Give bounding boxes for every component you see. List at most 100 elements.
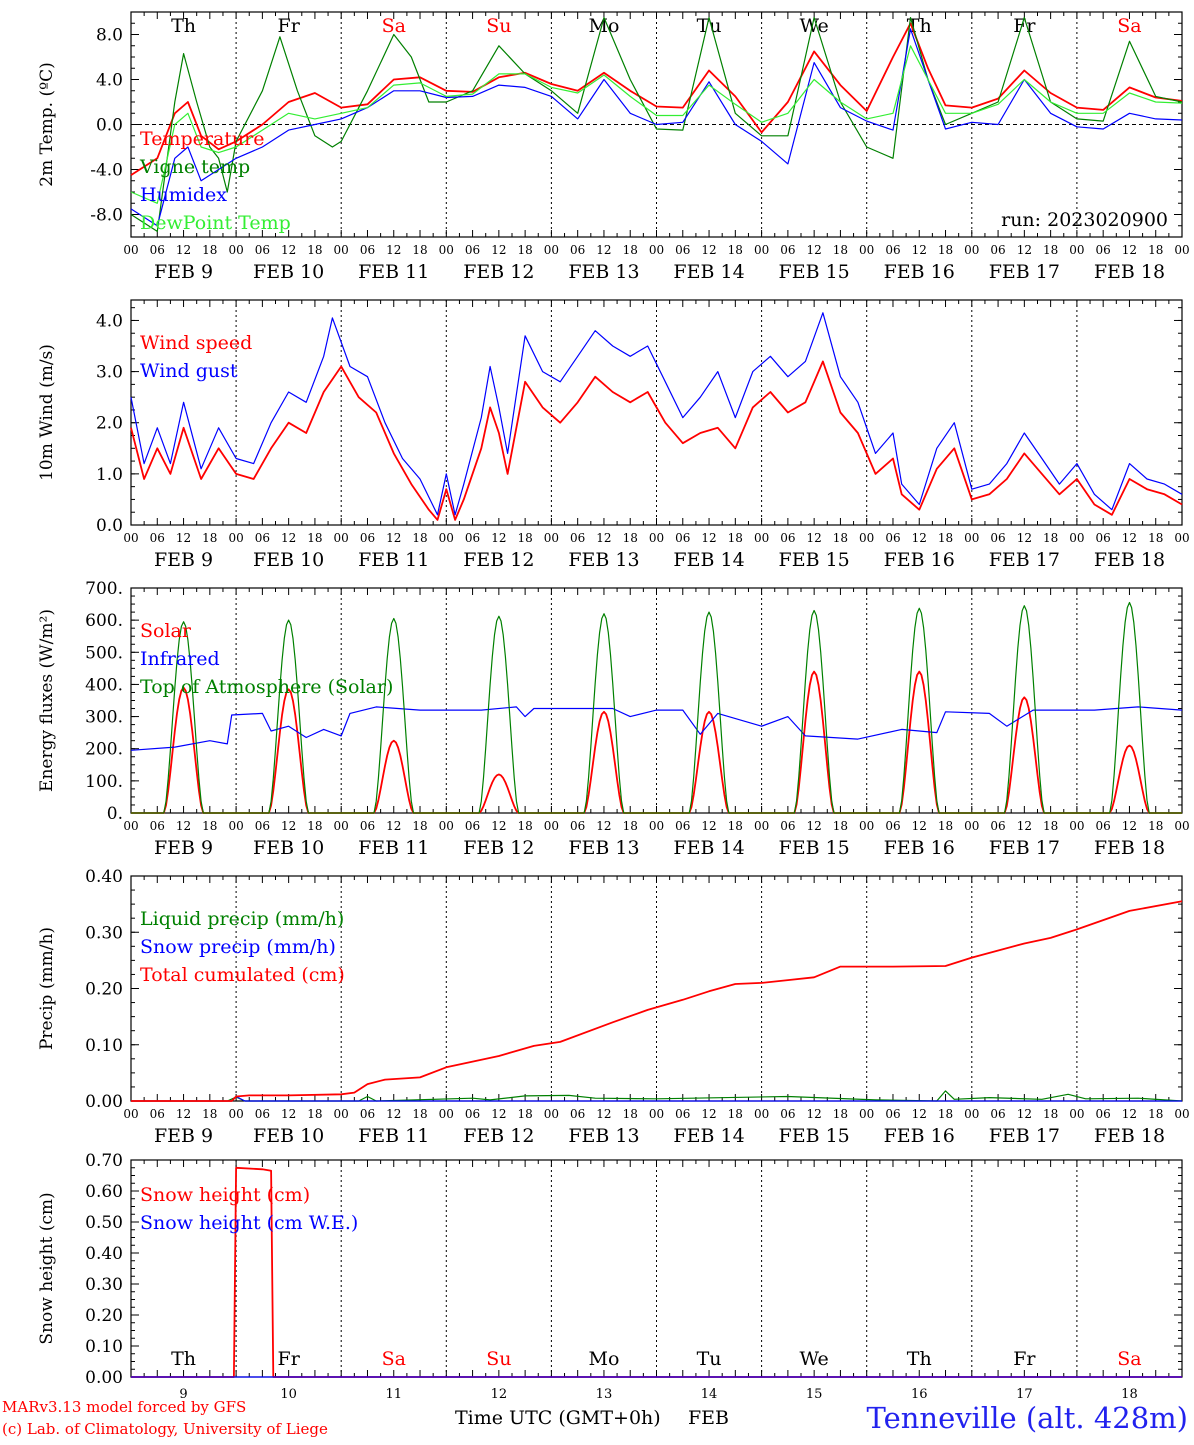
hour-label: 18 [623, 819, 638, 833]
hour-label: 00 [859, 819, 874, 833]
hour-label: 06 [570, 243, 585, 257]
y-tick-label: 600. [85, 611, 123, 631]
hour-label: 00 [964, 1107, 979, 1121]
series-top-of-atmosphere-solar- [131, 601, 1182, 814]
y-tick-label: 0.10 [85, 1337, 123, 1357]
hour-label: 06 [675, 531, 690, 545]
hour-label: 18 [938, 531, 953, 545]
date-label: FEB 13 [568, 261, 639, 283]
hour-label: 00 [544, 819, 559, 833]
date-label: FEB 13 [568, 549, 639, 571]
legend-entry: Snow precip (mm/h) [140, 936, 336, 958]
date-label: FEB 9 [154, 549, 213, 571]
hour-label: 12 [1017, 243, 1032, 257]
bottom-day-number: 15 [806, 1387, 823, 1402]
hour-label: 12 [701, 531, 716, 545]
day-name: Sa [1117, 15, 1141, 37]
y-tick-label: 0.40 [85, 867, 123, 887]
y-axis-label: 2m Temp. (ºC) [37, 62, 57, 187]
hour-label: 06 [465, 531, 480, 545]
series-humidex [130, 28, 1183, 227]
hour-label: 06 [885, 243, 900, 257]
hour-label: 18 [1148, 243, 1163, 257]
hour-label: 12 [176, 819, 191, 833]
hour-label: 18 [202, 819, 217, 833]
hour-label: 00 [859, 1107, 874, 1121]
hour-label: 12 [281, 1107, 296, 1121]
legend-entry: Solar [140, 620, 192, 642]
y-tick-label: 0.0 [96, 516, 123, 536]
hour-label: 06 [885, 819, 900, 833]
series-wind-speed [130, 360, 1183, 521]
hour-label: 18 [1148, 1107, 1163, 1121]
hour-label: 00 [1174, 819, 1189, 833]
hour-label: 00 [859, 243, 874, 257]
hour-label: 00 [754, 819, 769, 833]
hour-label: 06 [885, 531, 900, 545]
y-tick-label: 0.00 [85, 1092, 123, 1112]
hour-label: 18 [1043, 1107, 1058, 1121]
hour-label: 06 [360, 1107, 375, 1121]
hour-label: 12 [807, 1107, 822, 1121]
hour-label: 00 [439, 243, 454, 257]
y-tick-label: 0.00 [85, 1368, 123, 1388]
bottom-day-number: 18 [1121, 1387, 1138, 1402]
bottom-day-number: 13 [596, 1387, 613, 1402]
hour-label: 06 [675, 243, 690, 257]
date-label: FEB 17 [989, 549, 1060, 571]
y-tick-label: 0.40 [85, 1244, 123, 1264]
date-label: FEB 17 [989, 1125, 1060, 1147]
day-name: Sa [382, 1348, 406, 1370]
hour-label: 12 [386, 819, 401, 833]
date-label: FEB 14 [673, 1125, 744, 1147]
hour-label: 12 [1122, 531, 1137, 545]
hour-label: 18 [1043, 243, 1058, 257]
date-label: FEB 15 [779, 837, 850, 859]
day-name: Th [907, 1348, 932, 1370]
hour-label: 06 [885, 1107, 900, 1121]
panel-3: 0. 100. 200. 300. 400. 500. 600. 700. Energy flu… [37, 579, 1190, 859]
hour-label: 00 [964, 243, 979, 257]
hour-label: 12 [176, 1107, 191, 1121]
hour-label: 06 [360, 819, 375, 833]
hour-label: 06 [570, 1107, 585, 1121]
y-tick-label: 0.20 [85, 980, 123, 1000]
day-name: Mo [588, 15, 619, 37]
hour-label: 06 [990, 531, 1005, 545]
y-tick-label: 0.10 [85, 1036, 123, 1056]
hour-label: 06 [255, 1107, 270, 1121]
hour-label: 06 [990, 819, 1005, 833]
date-label: FEB 18 [1094, 837, 1165, 859]
hour-label: 18 [728, 243, 743, 257]
hour-label: 18 [833, 531, 848, 545]
day-name: We [800, 1348, 829, 1370]
date-label: FEB 10 [253, 549, 324, 571]
hour-label: 00 [228, 243, 243, 257]
hour-label: 00 [964, 819, 979, 833]
hour-label: 00 [334, 531, 349, 545]
legend-entry: Total cumulated (cm) [140, 964, 345, 986]
hour-label: 12 [281, 819, 296, 833]
date-label: FEB 11 [358, 1125, 429, 1147]
hour-label: 18 [517, 1107, 532, 1121]
hour-label: 06 [990, 1107, 1005, 1121]
hour-label: 18 [728, 531, 743, 545]
hour-label: 12 [176, 243, 191, 257]
hour-label: 00 [123, 1107, 138, 1121]
legend-entry: Snow height (cm W.E.) [140, 1212, 358, 1234]
date-label: FEB 11 [358, 549, 429, 571]
hour-label: 00 [1069, 819, 1084, 833]
hour-label: 00 [439, 1107, 454, 1121]
panel-1: -8.0 -4.0 0.0 4.0 8.0 2m Temp. (ºC) 00 06 12 18 00… [37, 11, 1190, 283]
hour-label: 12 [1017, 531, 1032, 545]
y-tick-label: 4.0 [96, 71, 123, 91]
bottom-day-number: 14 [701, 1387, 718, 1402]
date-label: FEB 15 [779, 261, 850, 283]
date-label: FEB 9 [154, 837, 213, 859]
hour-label: 18 [833, 243, 848, 257]
hour-label: 18 [833, 819, 848, 833]
hour-label: 12 [1122, 243, 1137, 257]
hour-label: 12 [701, 1107, 716, 1121]
hour-label: 00 [228, 819, 243, 833]
